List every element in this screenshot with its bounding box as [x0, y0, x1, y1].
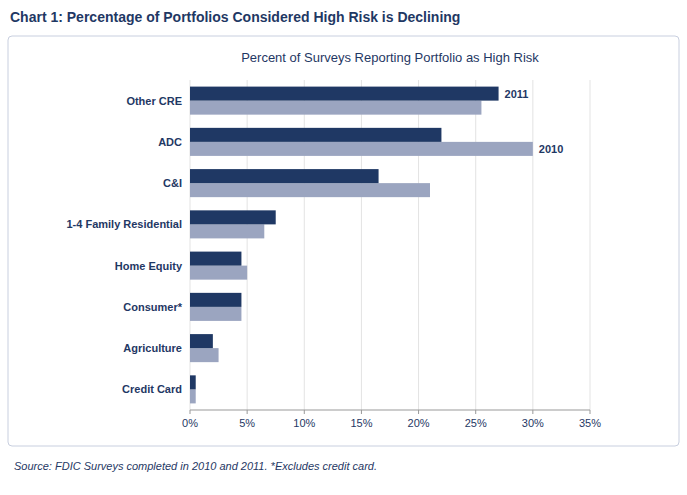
category-label: Credit Card [122, 383, 182, 395]
grid-line [590, 80, 591, 410]
tick-mark [475, 410, 476, 414]
bar [190, 101, 481, 115]
tick-mark [361, 410, 362, 414]
tick-label: 25% [465, 417, 487, 429]
bar [190, 87, 499, 101]
category-label: Home Equity [115, 260, 183, 272]
grid-line [475, 80, 476, 410]
bar [190, 348, 219, 362]
bar [190, 210, 276, 224]
bar [190, 169, 379, 183]
tick-mark [532, 410, 533, 414]
tick-mark [190, 410, 191, 414]
chart: Chart 1: Percentage of Portfolios Consid… [0, 0, 687, 495]
category-label: Agriculture [123, 342, 182, 354]
grid-line [532, 80, 533, 410]
subtitle: Percent of Surveys Reporting Portfolio a… [241, 50, 539, 65]
tick-mark [418, 410, 419, 414]
bar [190, 224, 264, 238]
tick-mark [304, 410, 305, 414]
bar [190, 252, 241, 266]
category-label: ADC [158, 136, 182, 148]
bar [190, 293, 241, 307]
container [8, 36, 679, 446]
title: Chart 1: Percentage of Portfolios Consid… [10, 9, 460, 25]
tick-label: 0% [182, 417, 198, 429]
bar [190, 334, 213, 348]
bar [190, 183, 430, 197]
category-label: 1-4 Family Residential [66, 218, 182, 230]
bar [190, 142, 533, 156]
tick-label: 20% [408, 417, 430, 429]
tick-mark [590, 410, 591, 414]
source: Source: FDIC Surveys completed in 2010 a… [14, 460, 377, 472]
tick-label: 5% [239, 417, 255, 429]
bar [190, 375, 196, 389]
bars [190, 87, 533, 404]
tick-label: 15% [350, 417, 372, 429]
tick-mark [247, 410, 248, 414]
series-annotation: 2010 [539, 143, 563, 155]
x-axis [190, 410, 590, 411]
bar [190, 307, 241, 321]
category-label: Consumer* [123, 301, 182, 313]
bar [190, 266, 247, 280]
bar [190, 128, 441, 142]
tick-label: 35% [579, 417, 601, 429]
series-annotation: 2011 [505, 88, 529, 100]
grid [190, 80, 590, 410]
category-label: Other CRE [126, 95, 182, 107]
tick-label: 10% [293, 417, 315, 429]
bar [190, 389, 196, 403]
category-label: C&I [163, 177, 182, 189]
tick-label: 30% [522, 417, 544, 429]
